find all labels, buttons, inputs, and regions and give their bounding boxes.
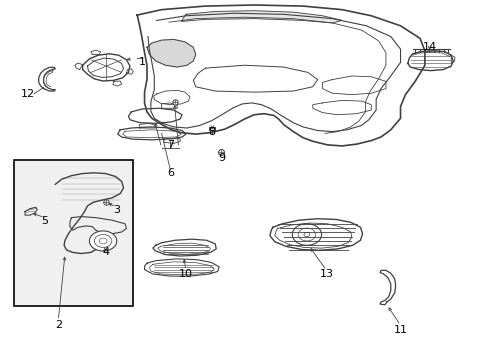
Polygon shape bbox=[137, 5, 424, 146]
Text: 11: 11 bbox=[393, 325, 407, 335]
Polygon shape bbox=[144, 259, 219, 276]
Polygon shape bbox=[153, 239, 216, 256]
Text: 8: 8 bbox=[207, 127, 214, 136]
Text: 10: 10 bbox=[179, 269, 193, 279]
Polygon shape bbox=[407, 51, 452, 71]
Polygon shape bbox=[25, 207, 37, 215]
Polygon shape bbox=[82, 54, 130, 81]
Text: 13: 13 bbox=[319, 269, 333, 279]
Text: 9: 9 bbox=[218, 153, 225, 163]
Text: 4: 4 bbox=[102, 247, 109, 257]
Text: 2: 2 bbox=[55, 320, 61, 330]
Text: 3: 3 bbox=[113, 206, 120, 216]
Polygon shape bbox=[118, 127, 185, 140]
Text: 1: 1 bbox=[138, 57, 145, 67]
Polygon shape bbox=[128, 108, 182, 123]
Polygon shape bbox=[181, 11, 341, 23]
Polygon shape bbox=[379, 270, 395, 305]
Polygon shape bbox=[39, 67, 55, 91]
Bar bbox=[14, 160, 133, 306]
Text: 5: 5 bbox=[41, 216, 48, 226]
Text: 12: 12 bbox=[20, 89, 35, 99]
Text: 6: 6 bbox=[166, 168, 174, 178]
Polygon shape bbox=[269, 219, 362, 250]
Circle shape bbox=[89, 231, 117, 251]
Text: 14: 14 bbox=[422, 42, 436, 52]
Text: 7: 7 bbox=[166, 140, 174, 150]
Polygon shape bbox=[147, 40, 195, 67]
